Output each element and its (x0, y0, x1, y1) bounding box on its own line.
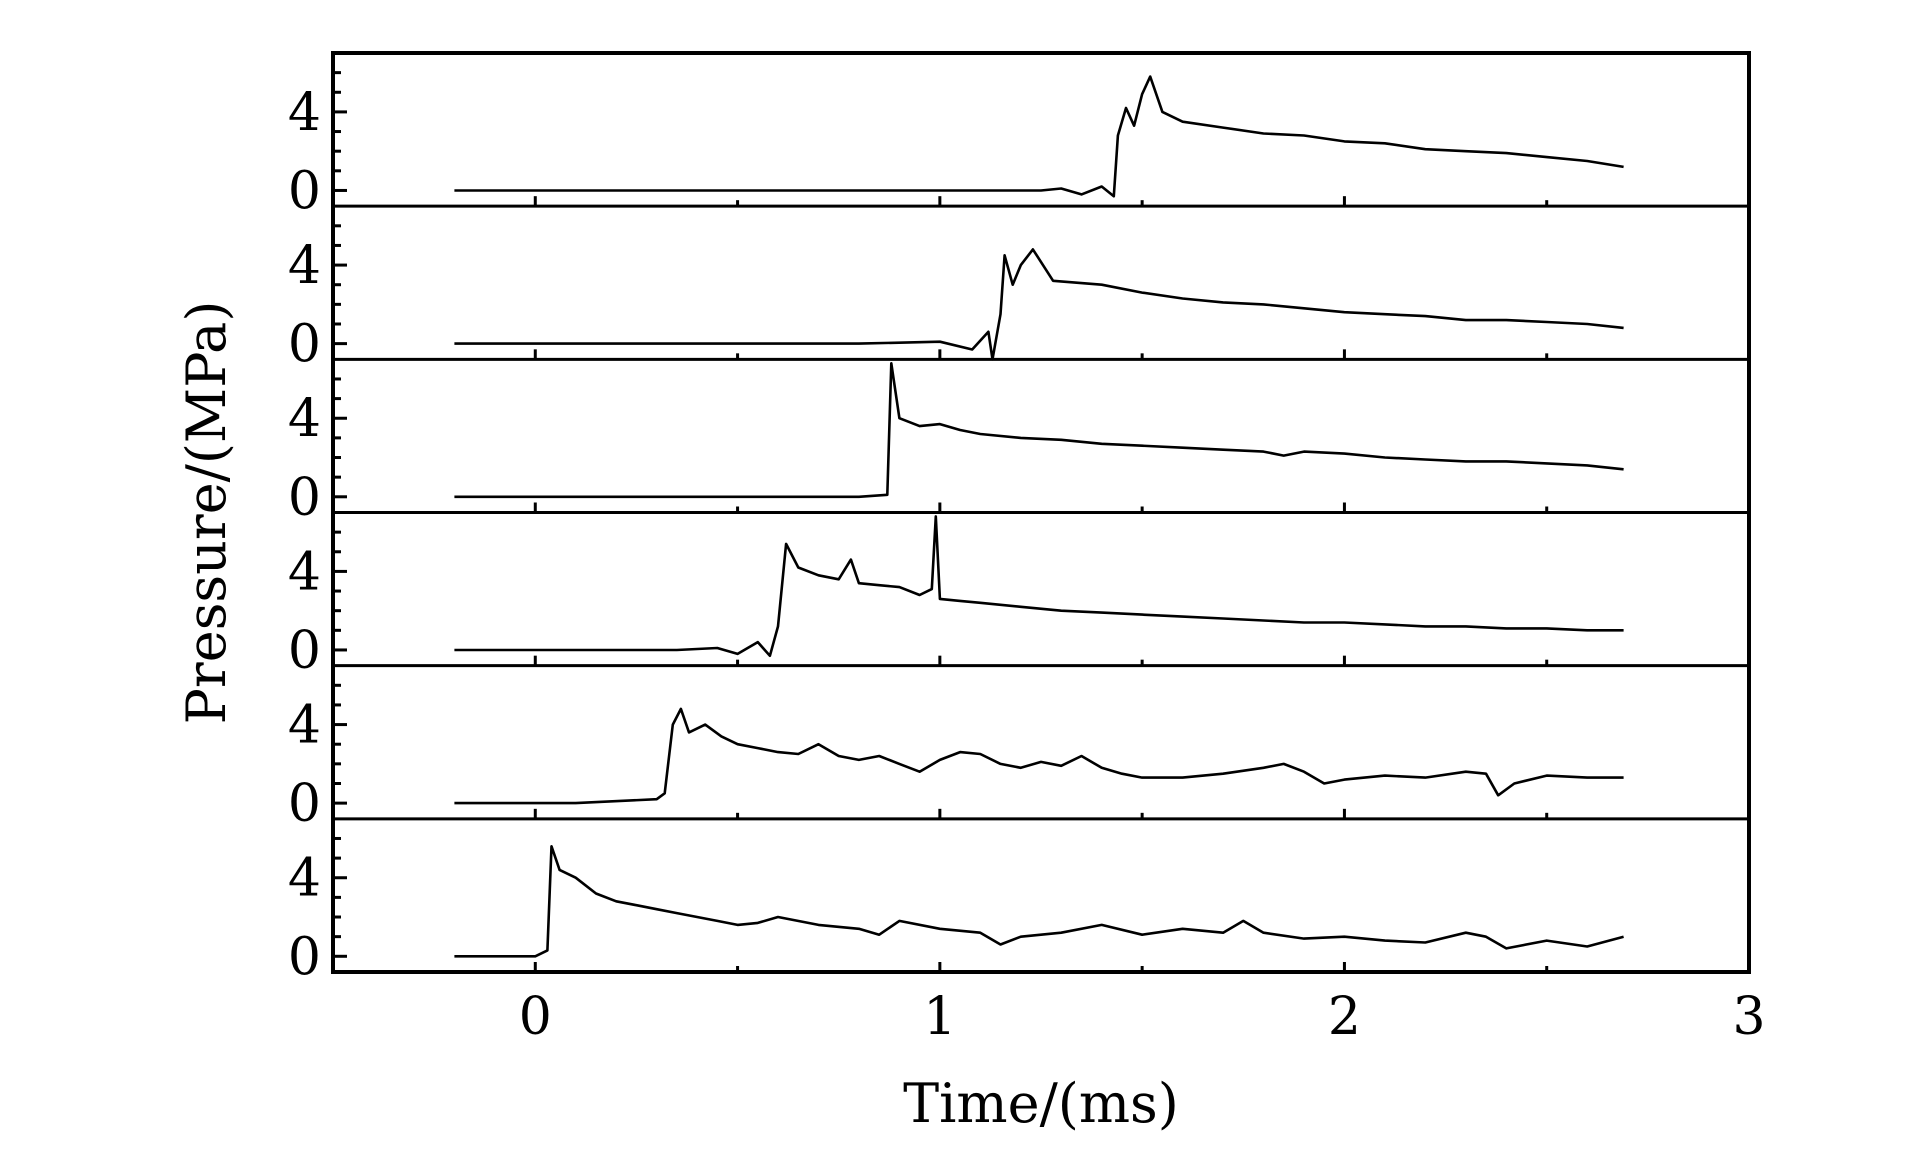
panel-5: 04 (288, 664, 1751, 834)
x-axis: 0 1 2 3 (519, 987, 1766, 1047)
pressure-trace-3 (454, 362, 1624, 499)
panel-4: 04 (288, 511, 1751, 681)
panel-6: 04 (288, 817, 1751, 987)
y-axis-title: Pressure/(MPa) (175, 301, 238, 725)
y-tick-label: 4 (288, 236, 321, 296)
x-axis-title: Time/(ms) (903, 1072, 1179, 1135)
y-tick-label: 4 (288, 389, 321, 449)
y-tick-label: 0 (288, 161, 321, 221)
x-tick-label: 1 (923, 987, 956, 1047)
panel-3: 04 (288, 357, 1751, 528)
pressure-trace-1 (454, 75, 1624, 198)
y-tick-label: 4 (288, 849, 321, 909)
pressure-trace-5 (454, 707, 1624, 805)
y-tick-label: 0 (288, 315, 321, 375)
pressure-trace-4 (454, 515, 1624, 658)
pressure-trace-2 (454, 248, 1624, 361)
x-tick-label: 3 (1732, 987, 1765, 1047)
y-tick-label: 0 (288, 774, 321, 834)
x-tick-label: 2 (1328, 987, 1361, 1047)
y-tick-label: 4 (288, 542, 321, 602)
panel-1: 04 (288, 71, 1751, 221)
y-tick-label: 0 (288, 621, 321, 681)
y-tick-label: 0 (288, 468, 321, 528)
pressure-trace-6 (454, 845, 1624, 958)
x-tick-label: 0 (519, 987, 552, 1047)
panel-2: 04 (288, 204, 1751, 375)
y-tick-label: 0 (288, 927, 321, 987)
plot-frame (331, 51, 1751, 974)
y-tick-label: 4 (288, 83, 321, 143)
y-tick-label: 4 (288, 696, 321, 756)
